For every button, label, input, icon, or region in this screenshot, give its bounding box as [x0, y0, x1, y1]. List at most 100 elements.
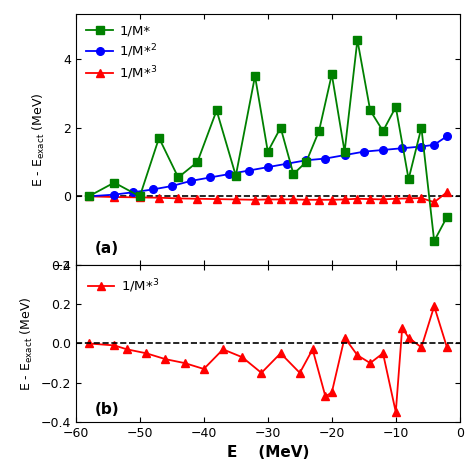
1/M*$^3$: [252, 197, 258, 202]
1/M*$^3$: [163, 356, 168, 362]
1/M*$^3$: [182, 360, 187, 366]
1/M*$^3$: [265, 197, 271, 202]
1/M*$^3$: [419, 195, 424, 201]
1/M*: [86, 193, 91, 199]
1/M*$^2$: [150, 187, 155, 192]
1/M*$^3$: [316, 197, 322, 202]
1/M*: [355, 37, 360, 43]
1/M*: [214, 108, 219, 113]
1/M*$^2$: [419, 144, 424, 149]
1/M*: [291, 171, 296, 177]
1/M*: [137, 193, 143, 199]
1/M*$^2$: [361, 149, 366, 155]
Line: 1/M*$^2$: 1/M*$^2$: [85, 132, 451, 200]
1/M*$^3$: [367, 196, 373, 202]
1/M*$^3$: [259, 370, 264, 376]
1/M*$^2$: [284, 161, 290, 166]
1/M*: [393, 104, 399, 110]
1/M*$^2$: [111, 192, 117, 198]
1/M*$^3$: [175, 196, 181, 201]
1/M*$^3$: [291, 197, 296, 202]
1/M*$^3$: [220, 346, 226, 352]
1/M*$^2$: [227, 171, 232, 177]
1/M*$^3$: [233, 197, 238, 202]
1/M*: [175, 174, 181, 180]
1/M*$^3$: [214, 196, 219, 202]
Y-axis label: E - E$_\mathrm{exact}$ (MeV): E - E$_\mathrm{exact}$ (MeV): [31, 92, 47, 187]
1/M*$^3$: [342, 197, 347, 202]
Y-axis label: E - E$_\mathrm{exact}$ (MeV): E - E$_\mathrm{exact}$ (MeV): [19, 296, 35, 391]
1/M*$^3$: [86, 341, 91, 346]
1/M*: [233, 173, 238, 179]
1/M*$^3$: [194, 196, 200, 201]
1/M*: [380, 128, 386, 134]
1/M*: [111, 180, 117, 185]
1/M*$^3$: [278, 350, 283, 356]
1/M*$^3$: [380, 350, 386, 356]
1/M*: [342, 149, 347, 155]
1/M*$^2$: [169, 183, 174, 189]
1/M*$^2$: [86, 193, 91, 199]
1/M*$^2$: [131, 190, 137, 195]
Line: 1/M*: 1/M*: [85, 36, 451, 245]
1/M*$^3$: [156, 195, 162, 201]
1/M*$^2$: [207, 174, 213, 180]
1/M*$^3$: [431, 200, 437, 205]
1/M*$^3$: [124, 346, 130, 352]
1/M*$^2$: [303, 157, 309, 163]
Legend: 1/M*$^3$: 1/M*$^3$: [82, 272, 164, 300]
1/M*: [329, 72, 335, 77]
Line: 1/M*$^3$: 1/M*$^3$: [85, 302, 451, 416]
1/M*$^3$: [303, 197, 309, 202]
1/M*$^3$: [406, 196, 411, 201]
1/M*$^3$: [355, 352, 360, 358]
1/M*$^3$: [431, 303, 437, 309]
1/M*$^3$: [367, 360, 373, 366]
1/M*: [419, 125, 424, 130]
1/M*$^3$: [111, 194, 117, 200]
1/M*$^3$: [419, 345, 424, 350]
1/M*$^3$: [144, 350, 149, 356]
1/M*: [316, 128, 322, 134]
1/M*$^2$: [444, 133, 450, 139]
1/M*$^2$: [265, 164, 271, 170]
1/M*$^3$: [310, 346, 315, 352]
1/M*$^2$: [188, 178, 194, 184]
1/M*$^3$: [406, 335, 411, 340]
1/M*$^3$: [329, 197, 335, 202]
1/M*: [444, 214, 450, 220]
1/M*$^3$: [393, 196, 399, 201]
1/M*$^2$: [431, 142, 437, 147]
1/M*$^3$: [201, 366, 207, 372]
1/M*$^3$: [86, 193, 91, 199]
1/M*: [303, 159, 309, 165]
1/M*$^3$: [399, 325, 405, 331]
1/M*: [252, 73, 258, 79]
1/M*$^3$: [111, 343, 117, 348]
1/M*: [367, 108, 373, 113]
Text: (b): (b): [95, 402, 119, 417]
1/M*: [265, 149, 271, 155]
1/M*: [406, 176, 411, 182]
Legend: 1/M*, 1/M*$^2$, 1/M*$^3$: 1/M*, 1/M*$^2$, 1/M*$^3$: [82, 21, 162, 86]
1/M*$^3$: [444, 345, 450, 350]
1/M*$^3$: [322, 393, 328, 399]
1/M*$^3$: [329, 390, 335, 395]
Text: (a): (a): [95, 240, 119, 255]
1/M*$^2$: [342, 152, 347, 158]
1/M*$^3$: [278, 197, 283, 202]
1/M*$^3$: [380, 197, 386, 202]
1/M*$^3$: [393, 409, 399, 415]
1/M*$^2$: [399, 146, 405, 151]
1/M*$^3$: [444, 190, 450, 195]
1/M*: [278, 125, 283, 130]
1/M*: [194, 159, 200, 165]
Line: 1/M*$^3$: 1/M*$^3$: [85, 188, 451, 206]
1/M*$^3$: [137, 194, 143, 200]
1/M*: [431, 238, 437, 244]
1/M*$^2$: [246, 168, 251, 173]
1/M*$^2$: [322, 155, 328, 161]
1/M*$^3$: [342, 335, 347, 340]
1/M*$^2$: [380, 147, 386, 153]
1/M*$^3$: [239, 355, 245, 360]
